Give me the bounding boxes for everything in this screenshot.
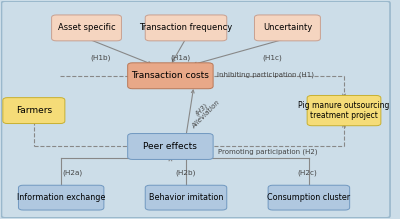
Text: (H3)
Alleviation: (H3) Alleviation	[186, 94, 221, 129]
FancyBboxPatch shape	[52, 15, 122, 41]
Text: (H2a): (H2a)	[63, 169, 83, 176]
Text: Inhibiting participation (H1): Inhibiting participation (H1)	[218, 71, 314, 78]
Text: (H1a): (H1a)	[170, 54, 190, 60]
FancyBboxPatch shape	[3, 98, 65, 124]
FancyBboxPatch shape	[128, 134, 213, 159]
FancyBboxPatch shape	[145, 185, 227, 210]
Text: (H1c): (H1c)	[262, 54, 282, 60]
FancyBboxPatch shape	[128, 63, 213, 89]
Text: Uncertainty: Uncertainty	[263, 23, 312, 32]
Text: Farmers: Farmers	[16, 106, 52, 115]
FancyBboxPatch shape	[18, 185, 104, 210]
FancyBboxPatch shape	[254, 15, 320, 41]
Text: Transaction frequency: Transaction frequency	[139, 23, 233, 32]
Text: (H2c): (H2c)	[297, 169, 317, 176]
Text: Information exchange: Information exchange	[17, 193, 105, 202]
Text: Behavior imitation: Behavior imitation	[149, 193, 223, 202]
Text: Promoting participation (H2): Promoting participation (H2)	[218, 149, 318, 155]
Text: Transaction costs: Transaction costs	[132, 71, 209, 80]
Text: Consumption cluster: Consumption cluster	[267, 193, 350, 202]
FancyBboxPatch shape	[145, 15, 227, 41]
Text: Peer effects: Peer effects	[144, 142, 197, 151]
Text: (H2b): (H2b)	[176, 169, 196, 176]
FancyBboxPatch shape	[307, 95, 381, 126]
Text: Pig manure outsourcing
treatment project: Pig manure outsourcing treatment project	[298, 101, 390, 120]
Text: Asset specific: Asset specific	[58, 23, 115, 32]
Text: (H1b): (H1b)	[90, 54, 110, 60]
FancyBboxPatch shape	[268, 185, 350, 210]
